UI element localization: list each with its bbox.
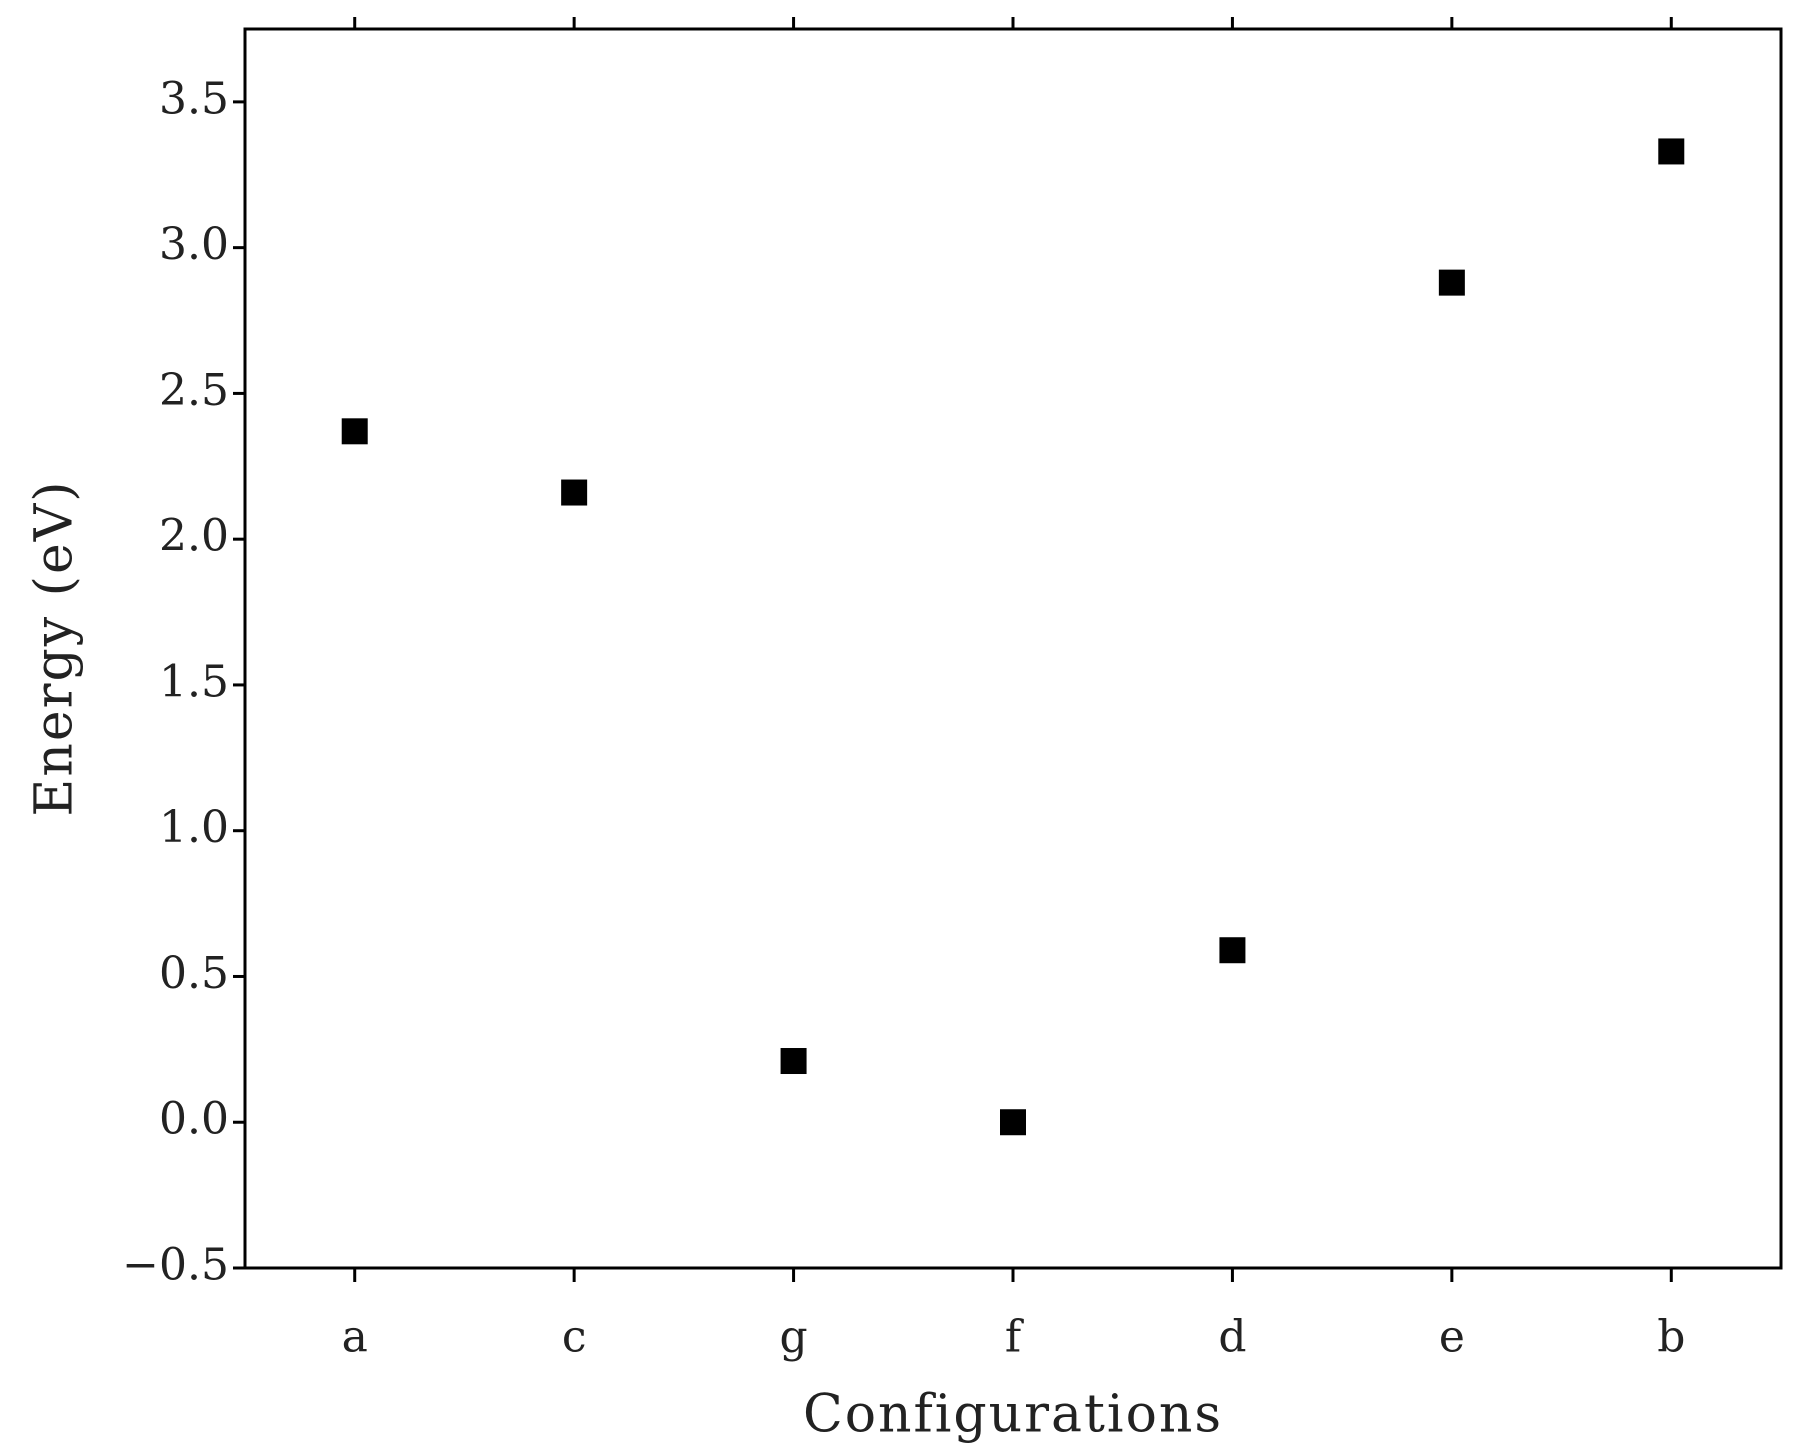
plot-frame [243,27,1783,1270]
marker [780,1048,807,1075]
marker [1658,138,1685,165]
x-tick-label: d [1218,1312,1246,1363]
x-tick-label: f [1005,1312,1024,1363]
y-tick-label: 0.0 [159,1094,229,1145]
y-tick-label: 2.0 [159,511,229,562]
marker [1438,269,1465,296]
x-tick-label: g [779,1312,807,1363]
y-tick-label: −0.5 [122,1240,229,1291]
y-tick-label: 3.5 [159,73,229,124]
y-tick-label: 1.5 [159,656,229,707]
marker [561,479,588,506]
y-axis-title: Energy (eV) [25,479,85,816]
marker [1000,1109,1026,1136]
x-axis-title: Configurations [803,1385,1223,1445]
marker [341,418,368,445]
marker [1219,937,1246,964]
x-tick-label: b [1657,1312,1685,1363]
y-tick-label: 0.5 [159,948,229,999]
y-tick-label: 3.0 [159,219,229,270]
x-tick-label: e [1439,1312,1465,1363]
x-tick-label: c [562,1312,587,1363]
y-tick-label: 2.5 [159,365,229,416]
x-tick-label: a [342,1312,368,1363]
y-tick-label: 1.0 [159,802,229,853]
